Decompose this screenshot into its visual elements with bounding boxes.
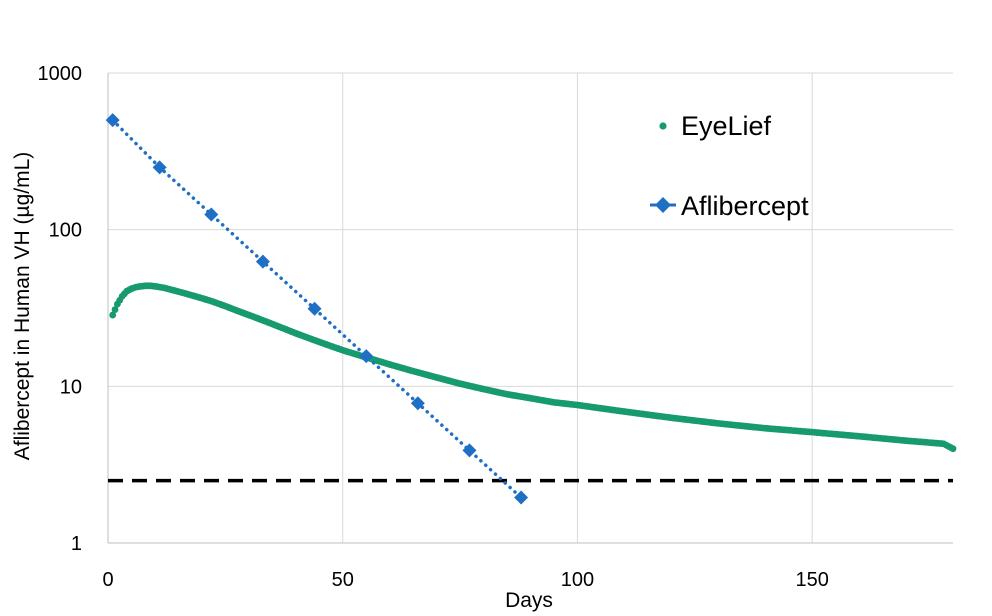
aflibercept-point [255,254,270,269]
aflibercept-point [204,207,219,222]
y-tick-label: 10 [60,376,82,398]
x-tick-label: 150 [795,569,828,591]
series-eyelief [109,282,957,453]
x-axis-title: Days [505,589,553,612]
eyelief-point [109,311,117,319]
legend-item-aflibercept: Aflibercept [650,191,809,221]
series-layer [105,113,957,505]
aflibercept-point [152,160,167,175]
eyelief-point [111,306,119,313]
legend-label-eyelief: EyeLief [681,111,772,141]
tick-labels: 0 50 100 150 1 10 100 1000 [38,63,829,591]
x-tick-label: 50 [332,569,354,591]
aflibercept-point [105,113,120,128]
aflibercept-point [307,301,322,316]
y-tick-label: 1 [71,533,82,555]
series-aflibercept [105,113,529,505]
gridlines [108,72,953,543]
x-tick-label: 100 [561,569,594,591]
legend-item-eyelief: EyeLief [659,111,772,141]
axes [107,73,953,544]
eyelief-point [949,445,957,453]
legend-marker-eyelief [659,122,667,130]
legend: EyeLief Aflibercept [650,111,809,221]
legend-marker-aflibercept [655,197,671,213]
aflibercept-point [359,349,374,364]
y-tick-label: 1000 [38,63,83,85]
aflibercept-point [462,443,477,458]
y-axis-title: Aflibercept in Human VH (µg/mL) [11,152,34,461]
aflibercept-point [514,490,529,505]
legend-label-aflibercept: Aflibercept [681,191,809,221]
x-tick-label: 0 [102,569,113,591]
y-tick-label: 100 [49,220,82,242]
aflibercept-point [410,396,425,411]
